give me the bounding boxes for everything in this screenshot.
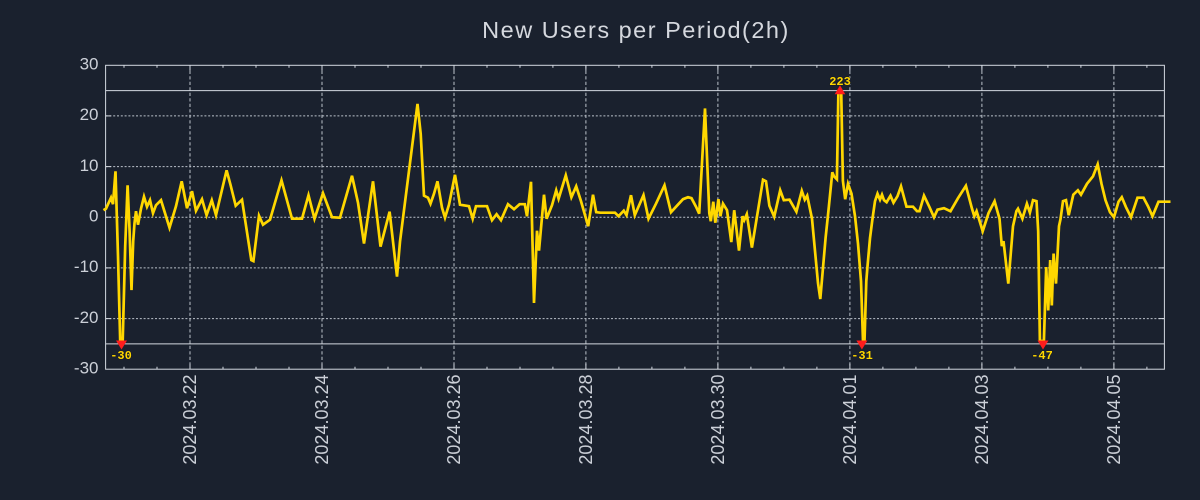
svg-text:New Users per Period(2h): New Users per Period(2h): [482, 17, 790, 43]
svg-text:2024.03.24: 2024.03.24: [312, 375, 332, 465]
svg-text:-10: -10: [74, 257, 99, 276]
svg-text:2024.03.22: 2024.03.22: [180, 375, 200, 465]
svg-text:10: 10: [80, 156, 99, 175]
svg-text:-30: -30: [110, 349, 132, 363]
svg-text:2024.03.30: 2024.03.30: [708, 375, 728, 465]
svg-text:-30: -30: [74, 359, 99, 378]
svg-text:2024.04.01: 2024.04.01: [840, 375, 860, 465]
svg-text:2024.04.03: 2024.04.03: [972, 375, 992, 465]
svg-text:0: 0: [89, 207, 98, 226]
svg-text:-31: -31: [851, 349, 873, 363]
svg-text:223: 223: [829, 75, 851, 89]
svg-text:2024.03.26: 2024.03.26: [444, 375, 464, 465]
svg-text:2024.03.28: 2024.03.28: [576, 375, 596, 465]
svg-text:30: 30: [80, 55, 99, 74]
svg-text:-47: -47: [1031, 349, 1053, 363]
svg-text:-20: -20: [74, 308, 99, 327]
svg-text:20: 20: [80, 105, 99, 124]
svg-text:2024.04.05: 2024.04.05: [1104, 375, 1124, 465]
